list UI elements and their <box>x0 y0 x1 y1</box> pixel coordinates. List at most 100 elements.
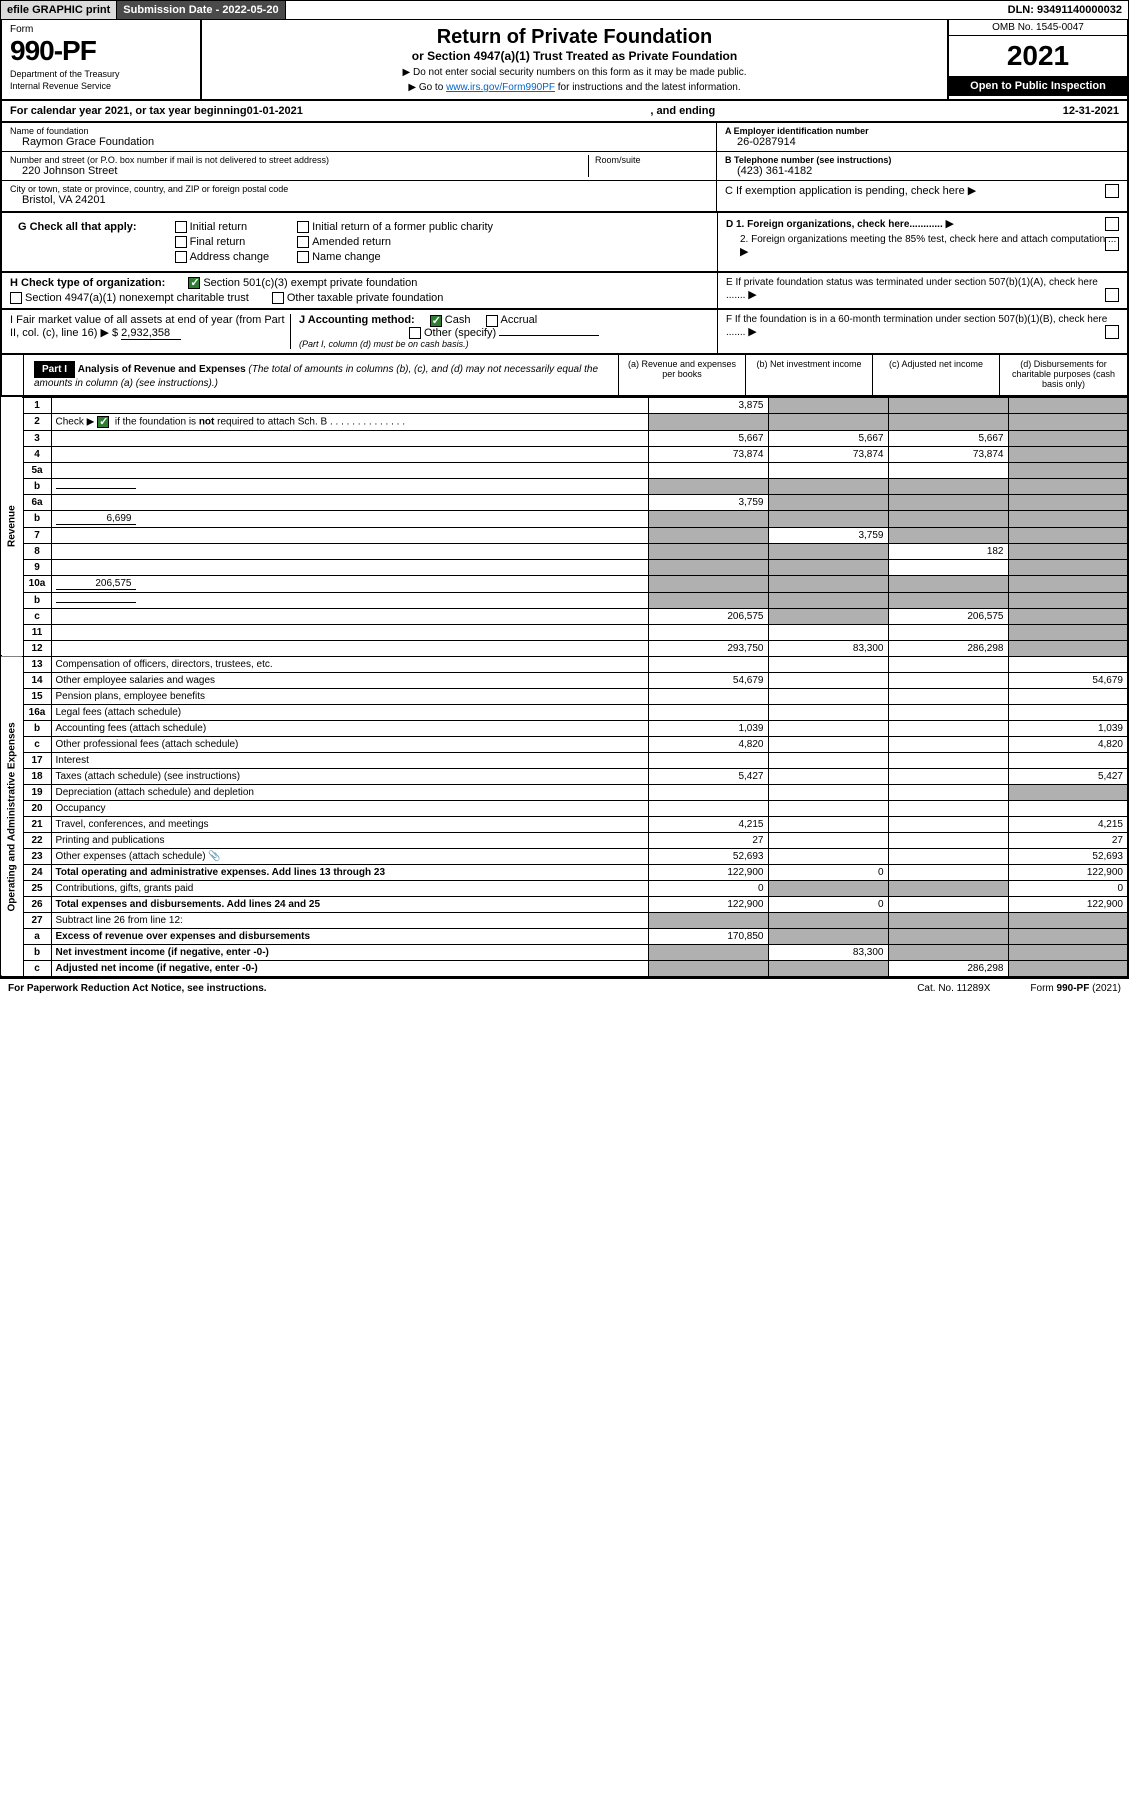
amount-cell <box>1008 928 1128 944</box>
dept-treasury: Department of the Treasury <box>10 69 192 79</box>
amount-cell <box>888 575 1008 592</box>
amount-cell <box>888 720 1008 736</box>
amount-cell <box>1008 413 1128 430</box>
expenses-side-label: Operating and Administrative Expenses <box>1 656 23 977</box>
amount-cell <box>768 494 888 510</box>
name-checkbox[interactable] <box>297 251 309 263</box>
c-checkbox[interactable] <box>1105 184 1119 198</box>
amount-cell <box>1008 608 1128 624</box>
amount-cell <box>768 784 888 800</box>
amount-cell: 73,874 <box>648 446 768 462</box>
phone-cell: B Telephone number (see instructions) (4… <box>717 152 1127 181</box>
4947-checkbox[interactable] <box>10 292 22 304</box>
amount-cell <box>888 462 1008 478</box>
amount-cell <box>768 848 888 864</box>
amount-cell <box>768 672 888 688</box>
amount-cell <box>888 736 1008 752</box>
note-link: ▶ Go to www.irs.gov/Form990PF for instru… <box>212 82 937 93</box>
name-label: Name of foundation <box>10 126 708 136</box>
d1-checkbox[interactable] <box>1105 217 1119 231</box>
amount-cell: 206,575 <box>888 608 1008 624</box>
addr-value: 220 Johnson Street <box>10 165 588 177</box>
addr-checkbox[interactable] <box>175 251 187 263</box>
amount-cell <box>768 800 888 816</box>
amount-cell <box>768 462 888 478</box>
amount-cell <box>768 413 888 430</box>
exemption-cell: C If exemption application is pending, c… <box>717 181 1127 211</box>
amount-cell: 83,300 <box>768 944 888 960</box>
col-d-header: (d) Disbursements for charitable purpose… <box>1000 355 1127 395</box>
other-method-checkbox[interactable] <box>409 327 421 339</box>
line-number: 16a <box>23 704 51 720</box>
col-b-header: (b) Net investment income <box>746 355 873 395</box>
table-row: 9 <box>1 559 1128 575</box>
form-title: Return of Private Foundation <box>212 26 937 49</box>
amount-cell <box>648 960 768 977</box>
calyear-mid: , and ending <box>303 105 1063 117</box>
table-row: 473,87473,87473,874 <box>1 446 1128 462</box>
f-checkbox[interactable] <box>1105 325 1119 339</box>
irs-link[interactable]: www.irs.gov/Form990PF <box>446 82 555 93</box>
amount-cell <box>648 784 768 800</box>
table-row: b <box>1 478 1128 494</box>
amended-checkbox[interactable] <box>297 236 309 248</box>
amount-cell <box>888 928 1008 944</box>
schb-checkbox[interactable] <box>97 416 109 428</box>
table-row: 20Occupancy <box>1 800 1128 816</box>
other-taxable-checkbox[interactable] <box>272 292 284 304</box>
amount-cell <box>648 624 768 640</box>
table-row: bNet investment income (if negative, ent… <box>1 944 1128 960</box>
line-number: 2 <box>23 413 51 430</box>
line-number: 21 <box>23 816 51 832</box>
amount-cell <box>648 912 768 928</box>
line-number: 12 <box>23 640 51 656</box>
calendar-year-row: For calendar year 2021, or tax year begi… <box>0 101 1129 123</box>
note-ssn: ▶ Do not enter social security numbers o… <box>212 67 937 78</box>
table-row: 6a3,759 <box>1 494 1128 510</box>
line-number: c <box>23 736 51 752</box>
amount-cell: 5,427 <box>648 768 768 784</box>
amount-cell <box>888 559 1008 575</box>
part1-label: Part I <box>34 361 75 378</box>
amount-cell <box>648 944 768 960</box>
e-checkbox[interactable] <box>1105 288 1119 302</box>
amount-cell <box>648 752 768 768</box>
d2-checkbox[interactable] <box>1105 237 1119 251</box>
table-row: 19Depreciation (attach schedule) and dep… <box>1 784 1128 800</box>
i-value: 2,932,358 <box>121 327 181 340</box>
amount-cell <box>888 478 1008 494</box>
initial-former-checkbox[interactable] <box>297 221 309 233</box>
cash-checkbox[interactable] <box>430 315 442 327</box>
amount-cell <box>888 768 1008 784</box>
line-desc: Compensation of officers, directors, tru… <box>51 656 648 672</box>
amount-cell: 52,693 <box>648 848 768 864</box>
amount-cell: 206,575 <box>648 608 768 624</box>
final-checkbox[interactable] <box>175 236 187 248</box>
table-row: 23Other expenses (attach schedule) 📎52,6… <box>1 848 1128 864</box>
city-value: Bristol, VA 24201 <box>10 194 708 206</box>
open-to-public: Open to Public Inspection <box>949 76 1127 96</box>
f-section: F If the foundation is in a 60-month ter… <box>717 310 1127 352</box>
amount-cell <box>648 510 768 527</box>
line-number: 13 <box>23 656 51 672</box>
accrual-checkbox[interactable] <box>486 315 498 327</box>
amount-cell <box>1008 510 1128 527</box>
amount-cell <box>1008 527 1128 543</box>
line-number: 20 <box>23 800 51 816</box>
amount-cell: 0 <box>1008 880 1128 896</box>
col-c-header: (c) Adjusted net income <box>873 355 1000 395</box>
amount-cell: 122,900 <box>1008 864 1128 880</box>
inline-value: 206,575 <box>56 578 136 590</box>
amount-cell <box>768 960 888 977</box>
amount-cell <box>1008 478 1128 494</box>
table-row: 73,759 <box>1 527 1128 543</box>
line-desc: Interest <box>51 752 648 768</box>
table-row: cOther professional fees (attach schedul… <box>1 736 1128 752</box>
initial-checkbox[interactable] <box>175 221 187 233</box>
amount-cell <box>768 720 888 736</box>
table-row: 14Other employee salaries and wages54,67… <box>1 672 1128 688</box>
efile-label: efile GRAPHIC print <box>1 1 117 19</box>
501c3-checkbox[interactable] <box>188 277 200 289</box>
attachment-icon[interactable]: 📎 <box>208 851 220 862</box>
line-desc <box>51 543 648 559</box>
